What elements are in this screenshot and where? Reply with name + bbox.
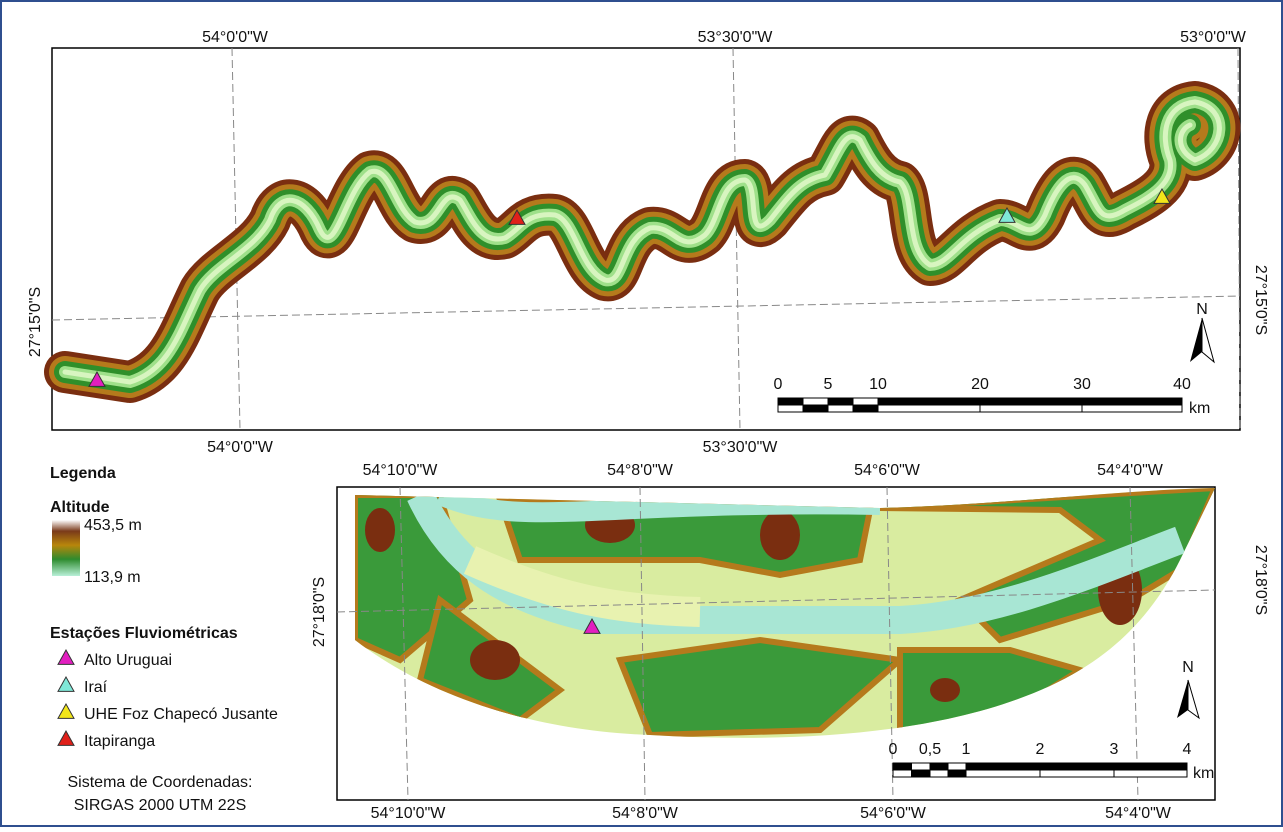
scale-unit: km <box>1193 765 1214 782</box>
altitude-title: Altitude <box>50 499 110 516</box>
station-label: Itapiranga <box>84 733 155 750</box>
right-lat-label: 27°18'0"S <box>1252 545 1269 615</box>
scale-segment <box>966 770 1040 777</box>
top-lon-label: 54°4'0"W <box>1097 462 1164 479</box>
scale-label: 0 <box>774 376 783 393</box>
scale-segment <box>980 405 1082 412</box>
top-lon-label: 54°0'0"W <box>202 29 269 46</box>
scale-segment <box>1114 763 1187 770</box>
scale-label: 2 <box>1036 741 1045 758</box>
scale-segment <box>853 405 878 412</box>
scale-segment <box>948 770 966 777</box>
scale-segment <box>803 398 828 405</box>
scale-label: 30 <box>1073 376 1091 393</box>
right-lat-label: 27°15'0"S <box>1252 265 1269 335</box>
scale-label: 5 <box>824 376 833 393</box>
left-lat-label: 27°18'0"S <box>311 577 328 647</box>
stations-title: Estações Fluviométricas <box>50 625 238 642</box>
scale-segment <box>803 405 828 412</box>
map-shape <box>930 678 960 702</box>
top-north-label: N <box>1196 301 1208 318</box>
scale-segment <box>1082 398 1182 405</box>
scale-label: 0,5 <box>919 741 941 758</box>
bottom-lon-label: 53°30'0"W <box>703 439 779 456</box>
scale-label: 1 <box>962 741 971 758</box>
map-figure: 0510203040km N 54°0'0"W 53°30'0"W 53°0'0… <box>0 0 1283 827</box>
scale-segment <box>778 405 803 412</box>
scale-segment <box>1082 405 1182 412</box>
top-lon-label: 53°0'0"W <box>1180 29 1247 46</box>
altitude-max: 453,5 m <box>84 517 142 534</box>
scale-segment <box>1040 763 1114 770</box>
top-lon-label: 54°8'0"W <box>607 462 674 479</box>
scale-label: 3 <box>1110 741 1119 758</box>
scale-segment <box>980 398 1082 405</box>
scale-segment <box>828 398 853 405</box>
bottom-lon-label: 54°6'0"W <box>860 805 927 822</box>
scale-segment <box>912 770 931 777</box>
crs-title: Sistema de Coordenadas: <box>68 774 253 791</box>
bottom-north-label: N <box>1182 659 1194 676</box>
scale-segment <box>878 405 980 412</box>
scale-segment <box>930 770 948 777</box>
scale-segment <box>828 405 853 412</box>
bottom-lon-label: 54°10'0"W <box>371 805 447 822</box>
scale-segment <box>912 763 931 770</box>
station-label: UHE Foz Chapecó Jusante <box>84 706 278 723</box>
scale-label: 4 <box>1183 741 1192 758</box>
scale-segment <box>1040 770 1114 777</box>
scale-unit: km <box>1189 400 1210 417</box>
scale-label: 0 <box>889 741 898 758</box>
left-lat-label: 27°15'0"S <box>27 287 44 357</box>
scale-segment <box>948 763 966 770</box>
scale-segment <box>778 398 803 405</box>
altitude-ramp <box>52 520 80 576</box>
scale-segment <box>853 398 878 405</box>
top-lon-label: 53°30'0"W <box>698 29 774 46</box>
map-shape <box>365 508 395 552</box>
scale-segment <box>893 763 912 770</box>
bottom-lon-label: 54°8'0"W <box>612 805 679 822</box>
bottom-lon-label: 54°0'0"W <box>207 439 274 456</box>
scale-segment <box>1114 770 1187 777</box>
bottom-lon-label: 54°4'0"W <box>1105 805 1172 822</box>
altitude-min: 113,9 m <box>84 569 141 586</box>
crs-name: SIRGAS 2000 UTM 22S <box>74 797 247 814</box>
map-shape <box>760 510 800 560</box>
map-shape <box>470 640 520 680</box>
scale-segment <box>893 770 912 777</box>
station-label: Iraí <box>84 679 108 696</box>
top-lon-label: 54°6'0"W <box>854 462 921 479</box>
top-lon-label: 54°10'0"W <box>363 462 439 479</box>
scale-label: 20 <box>971 376 989 393</box>
scale-label: 10 <box>869 376 887 393</box>
scale-label: 40 <box>1173 376 1191 393</box>
scale-segment <box>966 763 1040 770</box>
scale-segment <box>930 763 948 770</box>
legend-title: Legenda <box>50 465 116 482</box>
station-label: Alto Uruguai <box>84 652 172 669</box>
scale-segment <box>878 398 980 405</box>
